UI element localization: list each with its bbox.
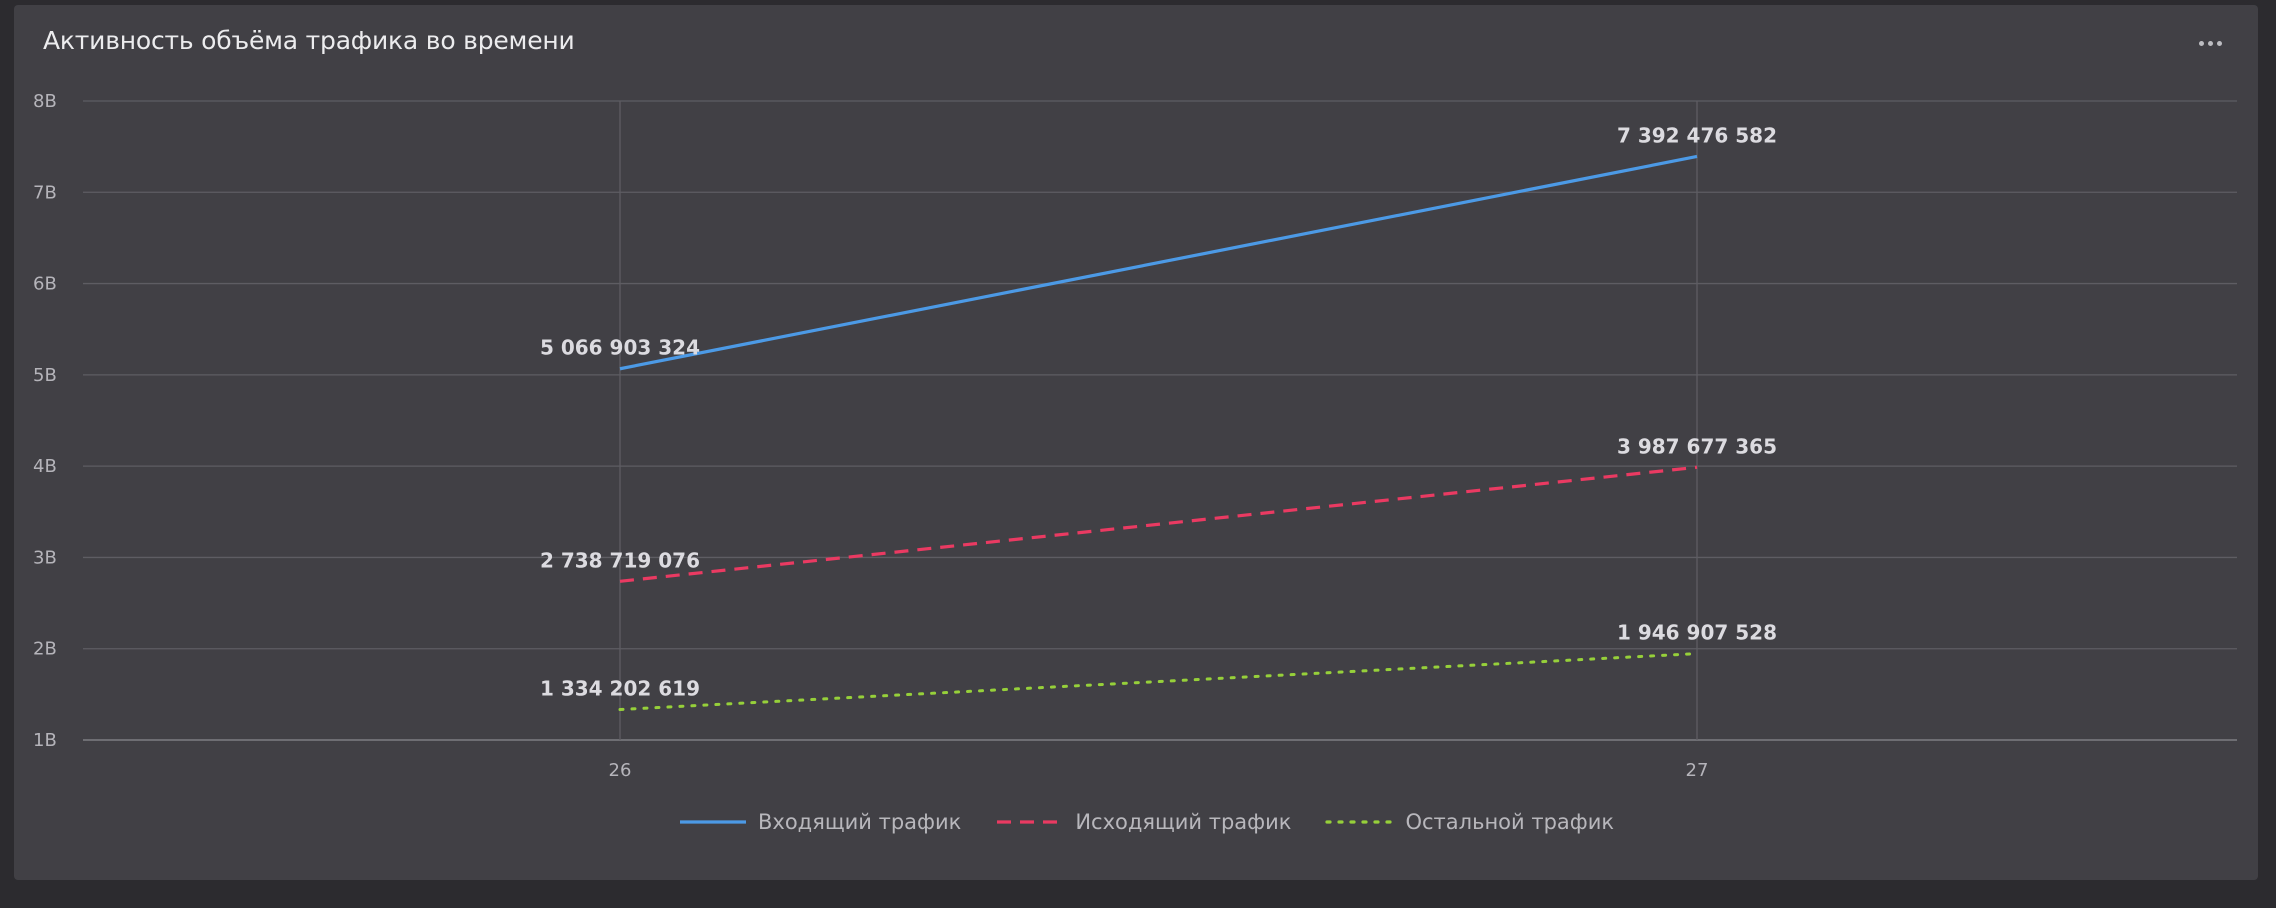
y-tick-label: 4B [33,456,57,477]
chart-title: Активность объёма трафика во времени [43,26,575,55]
series-line-3 [618,652,1699,711]
legend-label: Исходящий трафик [1075,810,1292,834]
legend-swatch [680,820,746,824]
ellipsis-icon[interactable] [2190,28,2230,58]
y-tick-label: 2B [33,639,57,660]
series-line-1 [619,154,1698,371]
y-tick-label: 5B [33,365,57,386]
y-tick-label: 1B [33,730,57,751]
data-label: 5 066 903 324 [540,336,700,360]
legend-item-1[interactable]: Входящий трафик [678,810,961,834]
line-chart: 1B 2B 3B 4B 5B 6B 7B 8B 26 27 5 066 903 324 7 392 4… [33,91,2237,781]
y-tick-label: 8B [33,91,57,112]
data-label: 3 987 677 365 [1617,434,1777,458]
legend-item-3[interactable]: Остальной трафик [1325,810,1614,834]
legend-swatch [1325,820,1396,824]
y-tick-label: 6B [33,274,57,295]
y-tick-label: 7B [33,182,57,203]
data-label: 1 946 907 528 [1617,621,1777,645]
data-label: 2 738 719 076 [540,548,700,572]
x-tick-label: 27 [1686,760,1709,781]
data-label: 1 334 202 619 [540,676,700,700]
chart-panel [14,5,2258,880]
legend-item-2[interactable]: Исходящий трафик [995,810,1291,834]
chart-legend: Входящий трафик Исходящий трафик Остальной… [678,810,1614,834]
data-label: 7 392 476 582 [1617,123,1777,147]
series-line-2 [619,465,1698,583]
legend-swatch [997,820,1064,824]
y-tick-label: 3B [33,547,57,568]
legend-label: Остальной трафик [1405,810,1615,834]
x-tick-label: 26 [609,760,632,781]
legend-label: Входящий трафик [758,810,962,834]
